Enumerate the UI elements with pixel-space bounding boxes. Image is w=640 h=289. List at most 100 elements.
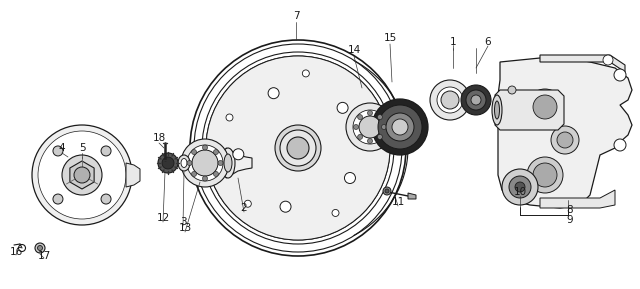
Circle shape — [218, 160, 223, 166]
Circle shape — [383, 187, 391, 195]
Text: 3: 3 — [180, 217, 186, 227]
Text: 13: 13 — [179, 223, 191, 233]
Circle shape — [181, 139, 229, 187]
Circle shape — [502, 169, 538, 205]
Text: 12: 12 — [156, 213, 170, 223]
Circle shape — [206, 56, 390, 240]
Circle shape — [191, 149, 196, 155]
Text: 4: 4 — [59, 143, 65, 153]
Circle shape — [437, 87, 463, 113]
Circle shape — [353, 110, 387, 144]
Circle shape — [614, 139, 626, 151]
Circle shape — [191, 171, 196, 177]
Circle shape — [38, 131, 126, 219]
Circle shape — [527, 89, 563, 125]
Circle shape — [378, 134, 382, 139]
Polygon shape — [495, 90, 564, 130]
Circle shape — [53, 194, 63, 204]
Circle shape — [187, 145, 223, 181]
Circle shape — [353, 125, 358, 129]
Circle shape — [158, 153, 178, 173]
Circle shape — [471, 95, 481, 105]
Text: 5: 5 — [79, 143, 85, 153]
Text: 16: 16 — [10, 247, 22, 257]
Circle shape — [533, 163, 557, 187]
Circle shape — [368, 129, 375, 136]
Circle shape — [367, 138, 372, 144]
Circle shape — [533, 95, 557, 119]
Circle shape — [358, 115, 363, 120]
Ellipse shape — [178, 155, 190, 171]
Circle shape — [378, 105, 422, 149]
Text: 17: 17 — [37, 251, 51, 261]
Ellipse shape — [492, 95, 502, 125]
Text: 14: 14 — [348, 45, 360, 55]
Circle shape — [466, 90, 486, 110]
Ellipse shape — [287, 137, 309, 159]
Circle shape — [32, 125, 132, 225]
Polygon shape — [540, 55, 625, 72]
Text: 8: 8 — [566, 205, 573, 215]
Circle shape — [381, 125, 387, 129]
Circle shape — [214, 171, 218, 177]
Circle shape — [385, 189, 389, 193]
Circle shape — [302, 70, 309, 77]
Ellipse shape — [280, 130, 316, 166]
Circle shape — [35, 243, 45, 253]
Circle shape — [187, 160, 192, 166]
Circle shape — [461, 85, 491, 115]
Circle shape — [346, 103, 394, 151]
Circle shape — [162, 157, 174, 169]
Circle shape — [367, 110, 372, 116]
Circle shape — [614, 69, 626, 81]
Ellipse shape — [221, 148, 235, 178]
Circle shape — [332, 210, 339, 216]
Circle shape — [74, 167, 90, 183]
Polygon shape — [408, 193, 416, 199]
Circle shape — [392, 119, 408, 135]
Text: 7: 7 — [292, 11, 300, 21]
Circle shape — [202, 176, 207, 181]
Circle shape — [233, 149, 244, 160]
Ellipse shape — [224, 154, 232, 172]
Text: 6: 6 — [484, 37, 492, 47]
Text: 1: 1 — [450, 37, 456, 47]
Circle shape — [337, 102, 348, 113]
Circle shape — [378, 115, 382, 120]
Circle shape — [441, 91, 459, 109]
Circle shape — [359, 116, 381, 138]
Circle shape — [344, 173, 355, 184]
Circle shape — [557, 132, 573, 148]
Circle shape — [551, 126, 579, 154]
Polygon shape — [226, 148, 252, 178]
Text: 18: 18 — [152, 133, 166, 143]
Circle shape — [527, 157, 563, 193]
Circle shape — [101, 146, 111, 156]
Circle shape — [62, 155, 102, 195]
Text: 9: 9 — [566, 215, 573, 225]
Circle shape — [38, 245, 42, 251]
Ellipse shape — [181, 158, 187, 168]
Circle shape — [515, 182, 525, 192]
Polygon shape — [126, 163, 140, 187]
Circle shape — [430, 80, 470, 120]
Circle shape — [192, 150, 218, 176]
Circle shape — [358, 134, 363, 139]
Polygon shape — [498, 58, 632, 208]
Polygon shape — [540, 190, 615, 208]
Text: 2: 2 — [241, 203, 247, 213]
Circle shape — [244, 200, 252, 207]
Circle shape — [214, 149, 218, 155]
Ellipse shape — [275, 125, 321, 171]
Circle shape — [372, 99, 428, 155]
Text: 15: 15 — [383, 33, 397, 43]
Circle shape — [202, 145, 207, 150]
Circle shape — [226, 114, 233, 121]
Circle shape — [194, 44, 402, 252]
Circle shape — [280, 201, 291, 212]
Circle shape — [53, 146, 63, 156]
Circle shape — [101, 194, 111, 204]
Text: 10: 10 — [513, 187, 527, 197]
Circle shape — [509, 176, 531, 198]
Circle shape — [603, 55, 613, 65]
